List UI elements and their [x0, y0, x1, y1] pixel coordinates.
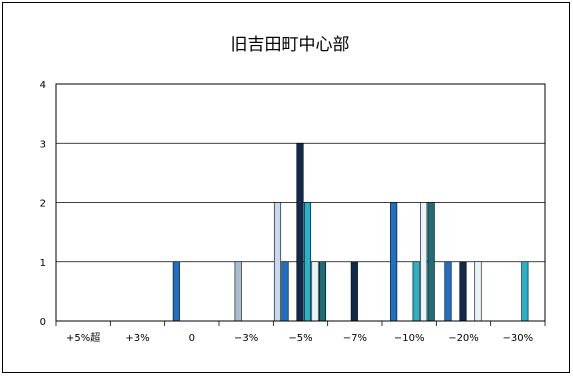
bar — [427, 202, 435, 322]
x-tick-label: +5%超 — [66, 331, 100, 344]
bar — [318, 261, 327, 322]
bar — [459, 261, 467, 322]
y-tick-label: 0 — [40, 317, 46, 328]
bar — [311, 261, 319, 322]
bar — [420, 202, 428, 322]
bar — [234, 261, 242, 322]
y-tick-label: 3 — [40, 139, 46, 150]
x-tick-label: 0 — [189, 333, 195, 344]
bar — [444, 261, 452, 322]
bar — [172, 261, 180, 322]
bar — [474, 261, 482, 322]
x-tick-label: −30% — [503, 333, 534, 344]
bars — [172, 142, 529, 322]
x-tick-label: −5% — [288, 333, 312, 344]
bar — [296, 142, 304, 322]
x-tick-label: −20% — [448, 333, 479, 344]
x-tick-label: −3% — [234, 333, 258, 344]
x-tick-label: −10% — [394, 333, 425, 344]
bar — [303, 202, 312, 322]
chart-title: 旧吉田町中心部 — [231, 35, 350, 55]
bar — [281, 261, 289, 322]
bar — [412, 261, 420, 322]
bar — [390, 202, 398, 322]
y-tick-label: 1 — [40, 258, 46, 269]
y-tick-label: 2 — [40, 199, 46, 210]
bar — [273, 202, 282, 322]
x-tick-label: +3% — [125, 333, 149, 344]
bar — [350, 261, 358, 322]
bar — [521, 261, 529, 322]
plot-area-border — [55, 83, 546, 322]
axes: 0 1 2 3 4 +5%超 +3% 0 −3% −5% −7% −10% −20% −30% — [40, 80, 546, 344]
x-tick-label: −7% — [343, 333, 367, 344]
y-tick-label: 4 — [40, 80, 46, 91]
